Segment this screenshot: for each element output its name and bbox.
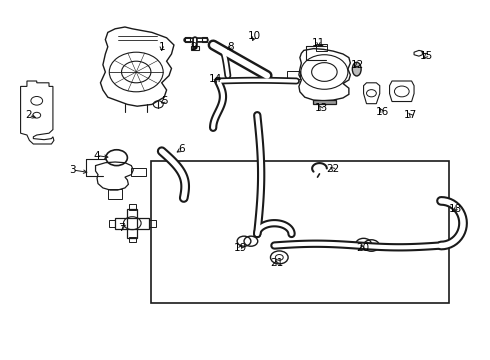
Text: 7: 7 [118, 222, 125, 233]
Bar [149, 220, 156, 227]
Text: 11: 11 [312, 38, 325, 48]
Bar [191, 46, 199, 50]
Text: 12: 12 [351, 60, 365, 70]
Bar [131, 168, 146, 176]
Bar [109, 220, 115, 227]
Text: 6: 6 [178, 144, 185, 154]
Text: 8: 8 [227, 42, 234, 52]
Ellipse shape [352, 62, 361, 76]
Bar [287, 71, 300, 79]
Text: 21: 21 [270, 258, 284, 268]
Bar [127, 209, 137, 238]
Bar [129, 204, 136, 210]
Bar [108, 189, 122, 199]
Bar [313, 100, 336, 104]
Bar [185, 37, 190, 42]
Text: 5: 5 [161, 96, 168, 106]
Bar [129, 237, 136, 242]
Text: 4: 4 [93, 150, 100, 161]
Text: 22: 22 [326, 164, 340, 174]
Text: 17: 17 [404, 110, 417, 120]
Text: 10: 10 [248, 31, 261, 41]
Text: 15: 15 [419, 51, 433, 61]
Text: 18: 18 [449, 204, 463, 214]
Text: 1: 1 [158, 42, 165, 52]
Text: 16: 16 [375, 107, 389, 117]
Text: 2: 2 [25, 110, 32, 120]
Text: 19: 19 [233, 243, 247, 253]
Bar [151, 161, 449, 303]
Text: 20: 20 [356, 243, 369, 253]
Text: 13: 13 [314, 103, 328, 113]
Text: 14: 14 [209, 74, 222, 84]
Bar [316, 44, 327, 51]
Bar [202, 37, 207, 42]
Bar [115, 218, 149, 229]
Text: 3: 3 [69, 165, 76, 175]
Text: 9: 9 [190, 42, 197, 52]
